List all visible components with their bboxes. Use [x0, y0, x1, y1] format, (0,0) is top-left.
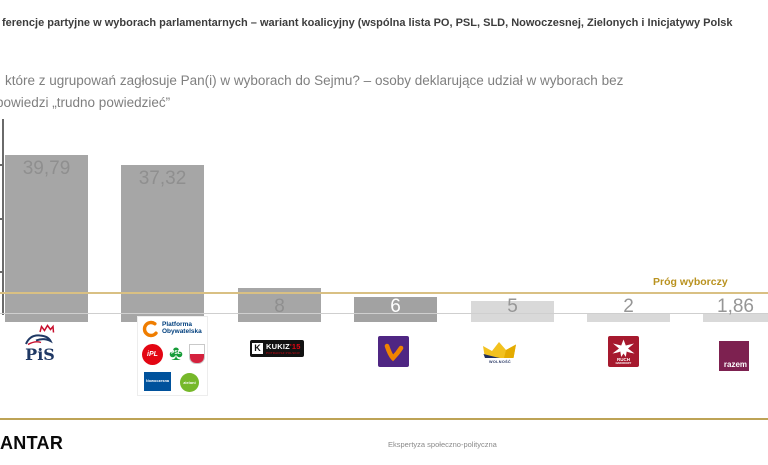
bar-value-razem: 1,86 [717, 296, 754, 317]
wiosna-logo [378, 336, 409, 367]
bar-value-kukiz15: 8 [274, 296, 285, 317]
bar-value-wolnosc: 5 [507, 296, 518, 317]
kukiz-wordmark: KUKIZ'15 [266, 342, 301, 351]
bar-kukiz15 [238, 288, 321, 322]
psl-wordmark: PSL [171, 350, 181, 356]
bar-razem [703, 314, 768, 322]
pis-eagle-crown-icon [25, 324, 55, 346]
threshold-label: Próg wyborczy [653, 276, 728, 288]
footer-note: Ekspertyza społeczno-polityczna [388, 440, 497, 449]
rn-wordmark-line2: NARODOWY [615, 362, 632, 365]
koalicja-logo-card: Platforma Obywatelska iPL ♣ PSL Nowoczes… [137, 316, 208, 396]
bar-koalicja [121, 165, 204, 322]
bar-wiosna [354, 297, 437, 322]
electoral-threshold-line [0, 292, 768, 294]
razem-wordmark: razem [723, 360, 747, 369]
bar-value-pis: 39,79 [22, 158, 71, 179]
wolnosc-wordmark: WOLNOŚĆ [489, 360, 511, 364]
bar-wolnosc [471, 301, 554, 322]
y-axis-line [2, 119, 4, 315]
platforma-line2: Obywatelska [162, 328, 202, 335]
kantar-logo: ANTAR [0, 433, 64, 453]
bar-value-ruch-narodowy: 2 [623, 296, 634, 317]
razem-logo: razem [719, 341, 749, 371]
page-title: ferencje partyjne w wyborach parlamentar… [2, 17, 733, 29]
bar-value-wiosna: 6 [390, 296, 401, 317]
kukiz-k-icon: K [252, 343, 263, 354]
ipl-logo: iPL [142, 344, 163, 365]
bar-pis [5, 155, 88, 322]
rn-wordmark-line1: RUCH [617, 357, 630, 362]
axis-baseline [0, 313, 768, 314]
rn-eagle-icon [612, 339, 635, 357]
bar-value-koalicja: 37,32 [138, 168, 187, 189]
wiosna-v-icon [384, 343, 404, 362]
kukiz15-logo: K KUKIZ'15 POTRAFISZ POLSKO! [250, 340, 304, 357]
pis-wordmark: PiS [25, 345, 55, 364]
kukiz-15: '15 [289, 342, 301, 351]
wolnosc-crown-icon [483, 342, 516, 358]
nowoczesna-logo: Nowoczesna [144, 372, 171, 391]
platforma-wordmark: Platforma Obywatelska [162, 321, 202, 335]
platforma-swirl-icon [142, 320, 160, 338]
subtitle-line-2: powiedzi „trudno powiedzieć” [0, 95, 171, 110]
platforma-line1: Platforma [162, 321, 192, 328]
bar-ruch-narodowy [587, 314, 670, 322]
y-axis-tick [0, 218, 4, 220]
subtitle-line-1: które z ugrupowań zagłosuje Pan(i) w wyb… [5, 73, 624, 88]
y-axis-tick [0, 271, 4, 273]
footer-divider [0, 418, 768, 420]
zieloni-logo: zieloni [180, 373, 199, 392]
y-axis-tick [0, 164, 4, 166]
polish-flag-shield-icon [189, 344, 205, 364]
ruch-narodowy-logo: RUCH NARODOWY [608, 336, 639, 367]
wolnosc-logo: WOLNOŚĆ [481, 341, 519, 367]
pis-logo: PiS [20, 323, 60, 366]
psl-clover-icon: ♣ [169, 342, 183, 365]
kukiz-slogan: POTRAFISZ POLSKO! [266, 351, 301, 355]
